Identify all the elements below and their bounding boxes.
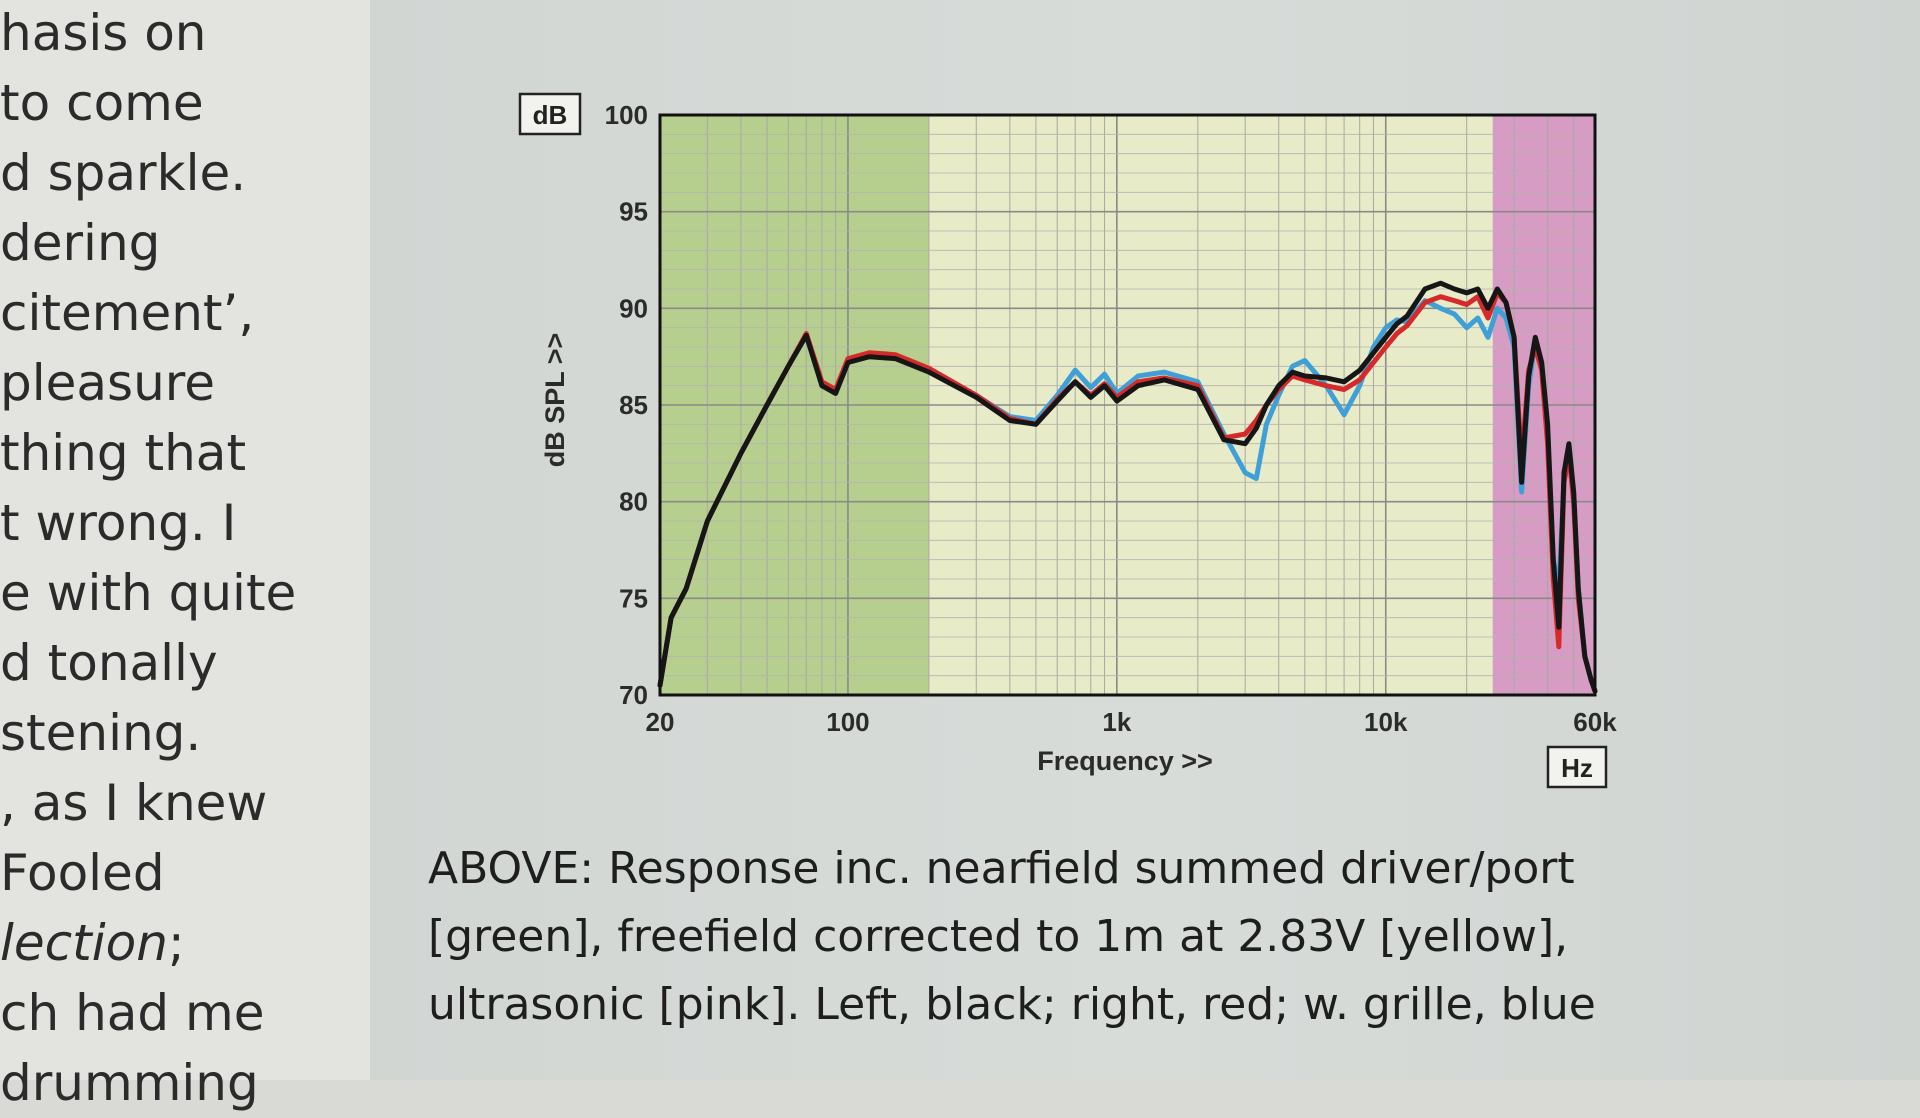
body-text-line: Fooled xyxy=(0,844,165,902)
plot-frame xyxy=(658,113,1597,697)
caption-line: [green], freefield corrected to 1m at 2.… xyxy=(428,911,1569,962)
body-text-column: hasis on to come d sparkle. dering citem… xyxy=(0,0,296,1118)
body-text-line-italic: lection; xyxy=(0,914,185,972)
y-tick-label: 90 xyxy=(619,293,648,323)
y-axis-label: dB SPL >> xyxy=(540,333,570,468)
body-text-line: ch had me xyxy=(0,984,265,1042)
db-unit-box: dB xyxy=(518,92,582,136)
italic-word: lection xyxy=(0,914,168,972)
y-tick-label: 85 xyxy=(619,390,648,420)
body-text-line: stening. xyxy=(0,704,202,762)
body-text-line: drumming xyxy=(0,1054,259,1112)
body-text-line: d tonally xyxy=(0,634,218,692)
body-text-line: e with quite xyxy=(0,564,297,622)
x-tick-label: 20 xyxy=(646,707,675,737)
db-unit-label: dB xyxy=(533,100,568,130)
x-tick-label: 100 xyxy=(826,707,869,737)
body-text-line: , as I knew xyxy=(0,774,268,832)
figure-caption: ABOVE: Response inc. nearfield summed dr… xyxy=(428,835,1596,1039)
body-text-line: thing that xyxy=(0,424,247,482)
series-line-left xyxy=(657,280,1598,694)
x-axis-ticks: 20 100 1k 10k 60k xyxy=(646,707,1618,737)
body-text-line: hasis on xyxy=(0,4,207,62)
y-tick-label: 95 xyxy=(619,197,648,227)
body-text-line: t wrong. I xyxy=(0,494,237,552)
chart-series xyxy=(657,280,1598,694)
y-axis-ticks: 100 95 90 85 80 75 70 xyxy=(605,100,648,710)
body-text-line: pleasure xyxy=(0,354,215,412)
frequency-response-chart: 100 95 90 85 80 75 70 20 100 1k 10k 60k dB Hz dB S… xyxy=(518,92,1618,789)
caption-line: ABOVE: Response inc. nearfield summed dr… xyxy=(428,843,1575,894)
body-text-line: to come xyxy=(0,74,204,132)
y-tick-label: 100 xyxy=(605,100,648,130)
body-text-line: citement’, xyxy=(0,284,255,342)
x-axis-label: Frequency >> xyxy=(1037,746,1213,776)
x-tick-label: 1k xyxy=(1102,707,1131,737)
body-text-line: dering xyxy=(0,214,161,272)
y-tick-label: 80 xyxy=(619,487,648,517)
x-tick-label: 10k xyxy=(1364,707,1408,737)
caption-line: ultrasonic [pink]. Left, black; right, r… xyxy=(428,979,1596,1030)
body-text-line: d sparkle. xyxy=(0,144,247,202)
hz-unit-label: Hz xyxy=(1561,753,1593,783)
x-tick-label: 60k xyxy=(1573,707,1617,737)
hz-unit-box: Hz xyxy=(1546,745,1608,789)
left-page-column: hasis on to come d sparkle. dering citem… xyxy=(0,0,370,1112)
y-tick-label: 70 xyxy=(619,680,648,710)
y-tick-label: 75 xyxy=(619,583,648,613)
